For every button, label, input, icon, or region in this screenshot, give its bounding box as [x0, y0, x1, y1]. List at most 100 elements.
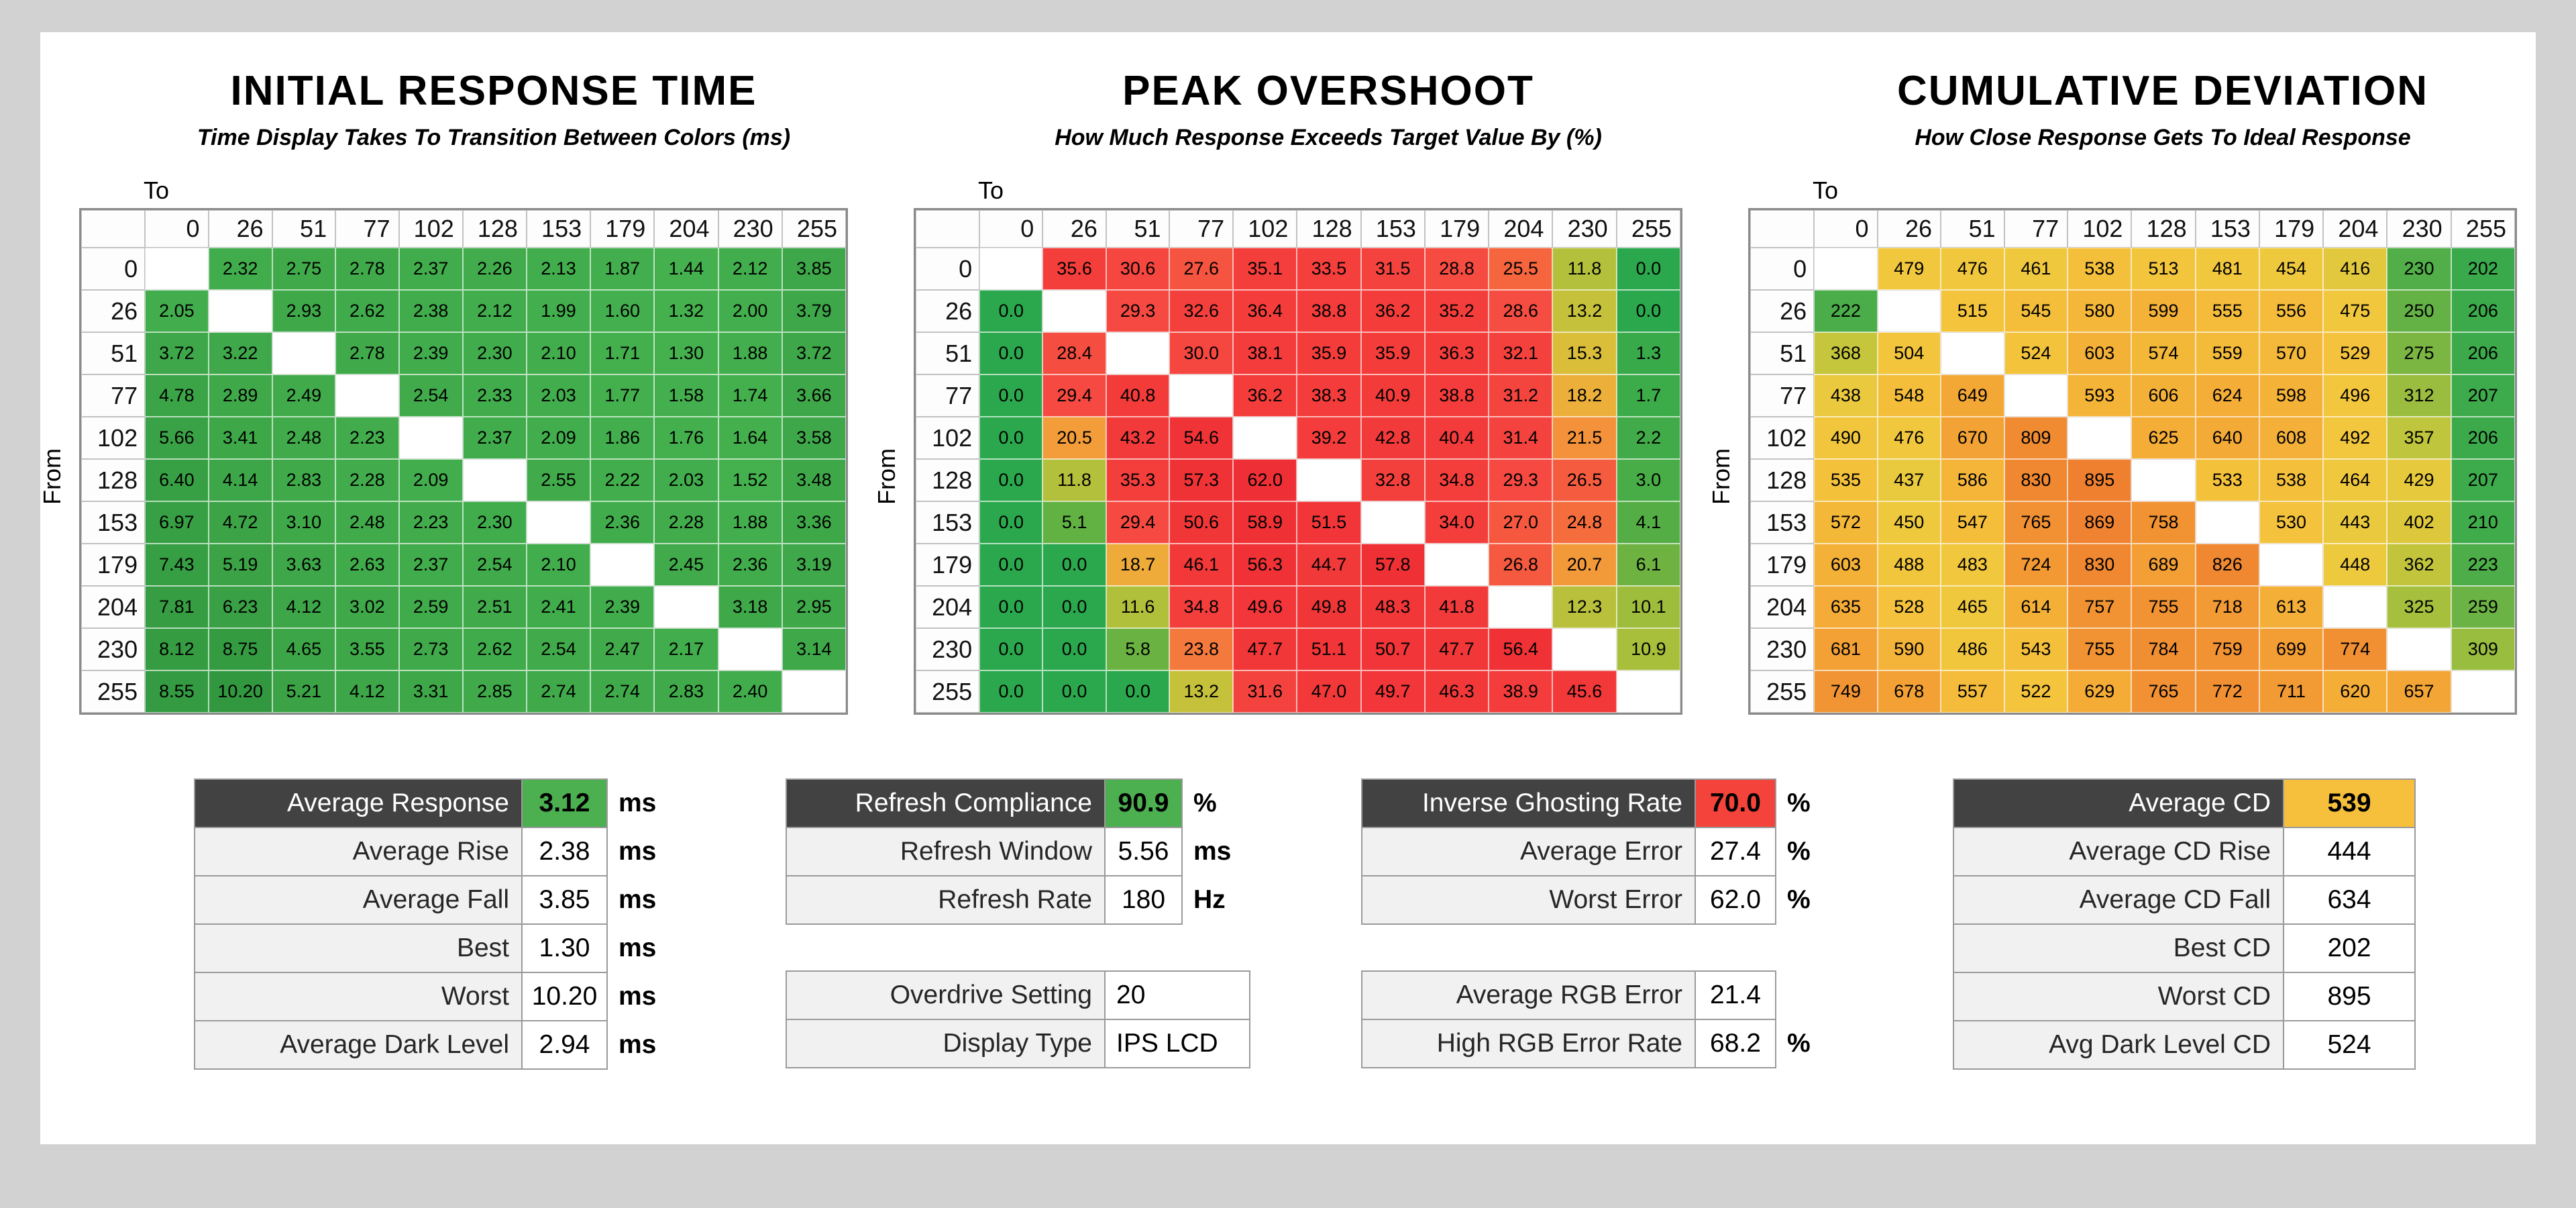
heatmap-cell: 41.8 [1424, 586, 1489, 628]
to-level-header: 102 [398, 210, 463, 248]
heatmap-cell: 774 [2323, 628, 2387, 670]
cumulative-summary-group: Average CD 539 Average CD Rise 444 Average C… [1953, 778, 2428, 1070]
heatmap-cell: 586 [1941, 459, 2004, 501]
to-level-header: 102 [1233, 210, 1297, 248]
heatmap-cell: 598 [2259, 374, 2324, 417]
heatmap-cell [1552, 628, 1617, 670]
heatmap-cell: 724 [2004, 544, 2068, 586]
heatmap-cell [208, 290, 272, 332]
heatmap-cell: 32.6 [1169, 290, 1234, 332]
heatmap-cell: 2.39 [590, 586, 655, 628]
heatmap-cell: 2.10 [526, 544, 591, 586]
heatmap-row: 153 0.0 5.1 29.4 50.6 58.9 51.5 34.0 27.0 24.8 4.1 [916, 501, 1680, 544]
to-level-header: 179 [1424, 210, 1489, 248]
heatmap-cell: 40.4 [1424, 417, 1489, 459]
peak-overshoot-panel: PEAK OVERSHOOT How Much Response Exceeds… [873, 67, 1682, 715]
heatmap-cell: 533 [2195, 459, 2259, 501]
summary-unit [2415, 779, 2428, 827]
heatmap-cell: 6.23 [208, 586, 272, 628]
heatmap-cell: 57.8 [1360, 544, 1425, 586]
summary-label: Average CD [1953, 778, 2284, 828]
heatmap-cell: 5.66 [145, 417, 209, 459]
to-axis-label: To [1813, 177, 1839, 204]
heatmap-cell: 8.12 [145, 628, 209, 670]
from-level-header: 230 [81, 628, 146, 670]
summary-label: High RGB Error Rate [1361, 1019, 1696, 1068]
summary-row: Inverse Ghosting Rate 70.0% [1361, 778, 1812, 828]
heatmap-cell [2195, 501, 2259, 544]
summary-row: Best CD 202 [1953, 923, 2428, 973]
summary-value: 90.9 [1104, 778, 1183, 828]
heatmap-cell: 670 [1941, 417, 2004, 459]
heatmap-cell: 2.74 [590, 670, 655, 713]
from-level-header: 204 [1750, 586, 1815, 628]
heatmap-cell: 1.99 [526, 290, 591, 332]
heatmap-cell: 2.2 [1616, 417, 1680, 459]
heatmap-cell: 0.0 [979, 544, 1043, 586]
heatmap-cell: 309 [2451, 628, 2515, 670]
heatmap-cell: 1.3 [1616, 332, 1680, 374]
heatmap-cell [1424, 544, 1489, 586]
heatmap-row: 179 603 488 483 724 830 689 826 448 362 223 [1750, 544, 2515, 586]
heatmap-cell: 620 [2323, 670, 2387, 713]
to-level-header: 128 [462, 210, 527, 248]
heatmap-cell: 522 [2004, 670, 2068, 713]
heatmap-cell: 4.65 [272, 628, 336, 670]
heatmap-row: 255 749 678 557 522 629 765 772 711 620 657 [1750, 670, 2515, 713]
summary-unit: ms [1193, 837, 1232, 866]
heatmap-cell: 0.0 [1042, 628, 1106, 670]
heatmap-cell [1360, 501, 1425, 544]
from-level-header: 102 [1750, 417, 1815, 459]
heatmap-cell: 230 [2387, 248, 2451, 290]
heatmap-cell: 593 [2068, 374, 2132, 417]
heatmap-cell: 765 [2131, 670, 2196, 713]
summary-unit: % [1787, 789, 1811, 817]
heatmap-cell: 2.48 [272, 417, 336, 459]
panel-title: CUMULATIVE DEVIATION [1896, 68, 2429, 114]
heatmap-cell: 3.72 [782, 332, 846, 374]
from-level-header: 153 [81, 501, 146, 544]
heatmap-cell: 0.0 [979, 459, 1043, 501]
heatmap-cell: 4.12 [335, 670, 399, 713]
heatmap-cell: 2.73 [398, 628, 463, 670]
heatmap-row: 26 222 515 545 580 599 555 556 475 250 206 [1750, 290, 2515, 332]
initial-response-time-panel: INITIAL RESPONSE TIME Time Display Takes… [38, 67, 848, 715]
matrix-corner [81, 210, 146, 248]
response-summary-group: Average Response 3.12 ms Average Rise 2.38 ms… [194, 778, 658, 1070]
heatmap-cell: 42.8 [1360, 417, 1425, 459]
heatmap-cell: 32.1 [1489, 332, 1553, 374]
summary-value: 524 [2283, 1020, 2416, 1070]
heatmap-cell: 6.97 [145, 501, 209, 544]
heatmap-cell: 28.6 [1489, 290, 1553, 332]
heatmap-cell: 2.75 [272, 248, 336, 290]
heatmap-cell: 222 [1814, 290, 1878, 332]
heatmap-cell: 34.8 [1169, 586, 1234, 628]
summary-unit [2415, 924, 2428, 972]
to-level-header: 153 [2195, 210, 2259, 248]
heatmap-cell [1042, 290, 1106, 332]
heatmap-cell: 4.12 [272, 586, 336, 628]
heatmap-cell: 402 [2387, 501, 2451, 544]
heatmap-cell [718, 628, 782, 670]
heatmap-cell: 490 [1814, 417, 1878, 459]
heatmap-cell: 496 [2323, 374, 2387, 417]
heatmap-cell: 325 [2387, 586, 2451, 628]
heatmap-cell: 1.88 [718, 501, 782, 544]
heatmap-cell: 606 [2131, 374, 2196, 417]
summary-value: 21.4 [1695, 970, 1776, 1020]
heatmap-cell: 1.32 [654, 290, 718, 332]
summary-value: 1.30 [521, 923, 608, 973]
heatmap-cell: 2.40 [718, 670, 782, 713]
summary-value: 62.0 [1695, 875, 1776, 925]
heatmap-cell: 2.32 [208, 248, 272, 290]
heatmap-cell: 590 [1877, 628, 1941, 670]
heatmap-cell: 10.9 [1616, 628, 1680, 670]
heatmap-cell: 535 [1814, 459, 1878, 501]
summary-label: Refresh Compliance [786, 778, 1106, 828]
heatmap-cell: 29.4 [1042, 374, 1106, 417]
heatmap-cell: 31.5 [1360, 248, 1425, 290]
heatmap-cell: 830 [2068, 544, 2132, 586]
heatmap-cell: 206 [2451, 290, 2515, 332]
heatmap-row: 128 535 437 586 830 895 533 538 464 429 207 [1750, 459, 2515, 501]
panel-title: INITIAL RESPONSE TIME [230, 68, 757, 114]
